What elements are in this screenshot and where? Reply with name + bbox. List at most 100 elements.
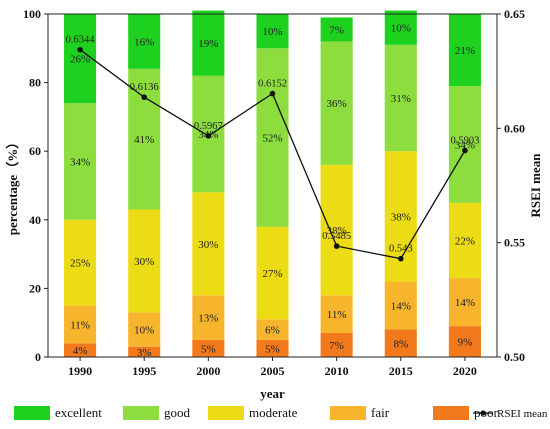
- bar-moderate-1990: [64, 219, 97, 306]
- data-label-poor-2000: 5%: [201, 343, 216, 355]
- legend-swatch-good: [123, 406, 159, 420]
- bar-good-1995: [128, 68, 161, 210]
- x-tick-label-2000: 2000: [196, 364, 220, 378]
- legend-label-moderate: moderate: [249, 405, 298, 420]
- data-label-moderate-2000: 30%: [198, 239, 218, 251]
- legend-swatch-poor: [433, 406, 469, 420]
- data-label-moderate-2005: 27%: [262, 268, 282, 280]
- legend-swatch-excellent: [14, 406, 50, 420]
- bar-poor-1990: [64, 343, 97, 357]
- data-label-moderate-1990: 25%: [70, 258, 90, 270]
- bar-excellent-2005: [256, 14, 289, 49]
- bar-excellent-2000: [192, 10, 225, 76]
- data-label-good-1995: 41%: [134, 134, 154, 146]
- data-label-good-2010: 36%: [327, 98, 347, 110]
- bar-moderate-2000: [192, 192, 225, 296]
- data-label-good-2015: 31%: [391, 93, 411, 105]
- bar-fair-1990: [64, 305, 97, 344]
- legend-label-rsei-mean: RSEI mean: [497, 408, 548, 420]
- bar-moderate-1995: [128, 209, 161, 313]
- bar-moderate-2020: [448, 202, 481, 279]
- data-label-excellent-1995: 16%: [134, 36, 154, 48]
- bar-fair-1995: [128, 312, 161, 347]
- x-tick-label-2010: 2010: [325, 364, 349, 378]
- bar-poor-1995: [128, 346, 161, 357]
- rsei-point-2020: [462, 147, 468, 154]
- bar-good-1990: [64, 103, 97, 220]
- bar-moderate-2010: [320, 164, 353, 296]
- data-label-good-1990: 34%: [70, 156, 90, 168]
- bar-poor-2005: [256, 339, 289, 357]
- bar-fair-2015: [384, 281, 417, 330]
- x-tick-label-1990: 1990: [68, 364, 92, 378]
- legend-swatch-fair: [330, 406, 366, 420]
- data-label-fair-2015: 14%: [391, 301, 411, 313]
- data-label-good-2005: 52%: [262, 132, 282, 144]
- data-label-excellent-2000: 19%: [198, 38, 218, 50]
- legend-swatch-moderate: [208, 406, 244, 420]
- data-label-poor-2010: 7%: [329, 340, 344, 352]
- bar-excellent-2015: [384, 10, 417, 45]
- y-tick-label-60: 60: [29, 144, 41, 158]
- legend-marker-rsei: [480, 410, 486, 416]
- x-axis-title: year: [260, 386, 285, 401]
- data-label-excellent-2015: 10%: [391, 23, 411, 35]
- bar-excellent-1990: [64, 14, 97, 104]
- rsei-label-2010: 0.5485: [322, 231, 351, 242]
- y2-axis-title: RSEI mean: [528, 153, 543, 218]
- bar-good-2010: [320, 41, 353, 165]
- rsei-label-2020: 0.5903: [450, 136, 479, 147]
- data-label-fair-1995: 10%: [134, 325, 154, 337]
- x-tick-label-1995: 1995: [132, 364, 156, 378]
- rsei-label-1995: 0.6136: [130, 82, 159, 93]
- data-label-fair-2000: 13%: [198, 313, 218, 325]
- rsei-line-layer: 0.6344 0.6136 0.5967 0.6152 0.5485 0.543 0.590…: [66, 35, 479, 262]
- y-tick-label-0: 0: [35, 350, 41, 364]
- data-label-moderate-1995: 30%: [134, 256, 154, 268]
- rsei-point-2010: [333, 243, 340, 249]
- y2-tick-label-0.60: 0.60: [504, 121, 525, 135]
- legend: excellent good moderate fair poor RSEI mean: [14, 405, 548, 420]
- bar-good-2015: [384, 44, 417, 152]
- rsei-label-1990: 0.6344: [66, 35, 96, 46]
- x-tick-label-2020: 2020: [453, 364, 477, 378]
- rsei-label-2000: 0.5967: [194, 121, 223, 132]
- bar-moderate-2005: [256, 226, 289, 320]
- data-label-poor-2015: 8%: [393, 338, 408, 350]
- data-label-excellent-2020: 21%: [455, 45, 475, 57]
- bar-excellent-2010: [320, 17, 353, 42]
- bar-fair-2020: [448, 278, 481, 327]
- bar-poor-2015: [384, 329, 417, 357]
- legend-label-excellent: excellent: [55, 405, 102, 420]
- data-label-moderate-2020: 22%: [455, 235, 475, 247]
- legend-label-good: good: [164, 405, 191, 420]
- data-label-excellent-2010: 7%: [329, 24, 344, 36]
- legend-label-fair: fair: [371, 405, 390, 420]
- data-label-fair-1990: 11%: [70, 319, 90, 331]
- bar-poor-2000: [192, 339, 225, 357]
- y2-tick-label-0.65: 0.65: [504, 7, 525, 21]
- y-tick-label-80: 80: [29, 76, 41, 90]
- bar-poor-2020: [448, 326, 481, 357]
- rsei-point-1990: [77, 46, 83, 53]
- data-label-fair-2020: 14%: [455, 297, 475, 309]
- bar-excellent-2020: [448, 14, 481, 87]
- data-label-poor-1995: 3%: [137, 347, 152, 359]
- rsei-point-1995: [141, 94, 148, 101]
- data-label-fair-2005: 6%: [265, 325, 280, 337]
- x-tick-label-2015: 2015: [389, 364, 413, 378]
- bar-good-2020: [448, 86, 481, 203]
- y-tick-label-100: 100: [23, 7, 41, 21]
- data-label-poor-1990: 4%: [73, 345, 88, 357]
- data-label-poor-2020: 9%: [458, 337, 473, 349]
- y-axis-title: percentage（%）: [5, 136, 20, 235]
- bar-fair-2005: [256, 319, 289, 340]
- bar-good-2005: [256, 48, 289, 227]
- bar-fair-2000: [192, 295, 225, 340]
- y-tick-label-40: 40: [29, 213, 41, 227]
- bars-layer: [64, 10, 481, 357]
- rsei-point-2000: [205, 133, 212, 139]
- bar-fair-2010: [320, 295, 353, 333]
- bar-poor-2010: [320, 332, 353, 357]
